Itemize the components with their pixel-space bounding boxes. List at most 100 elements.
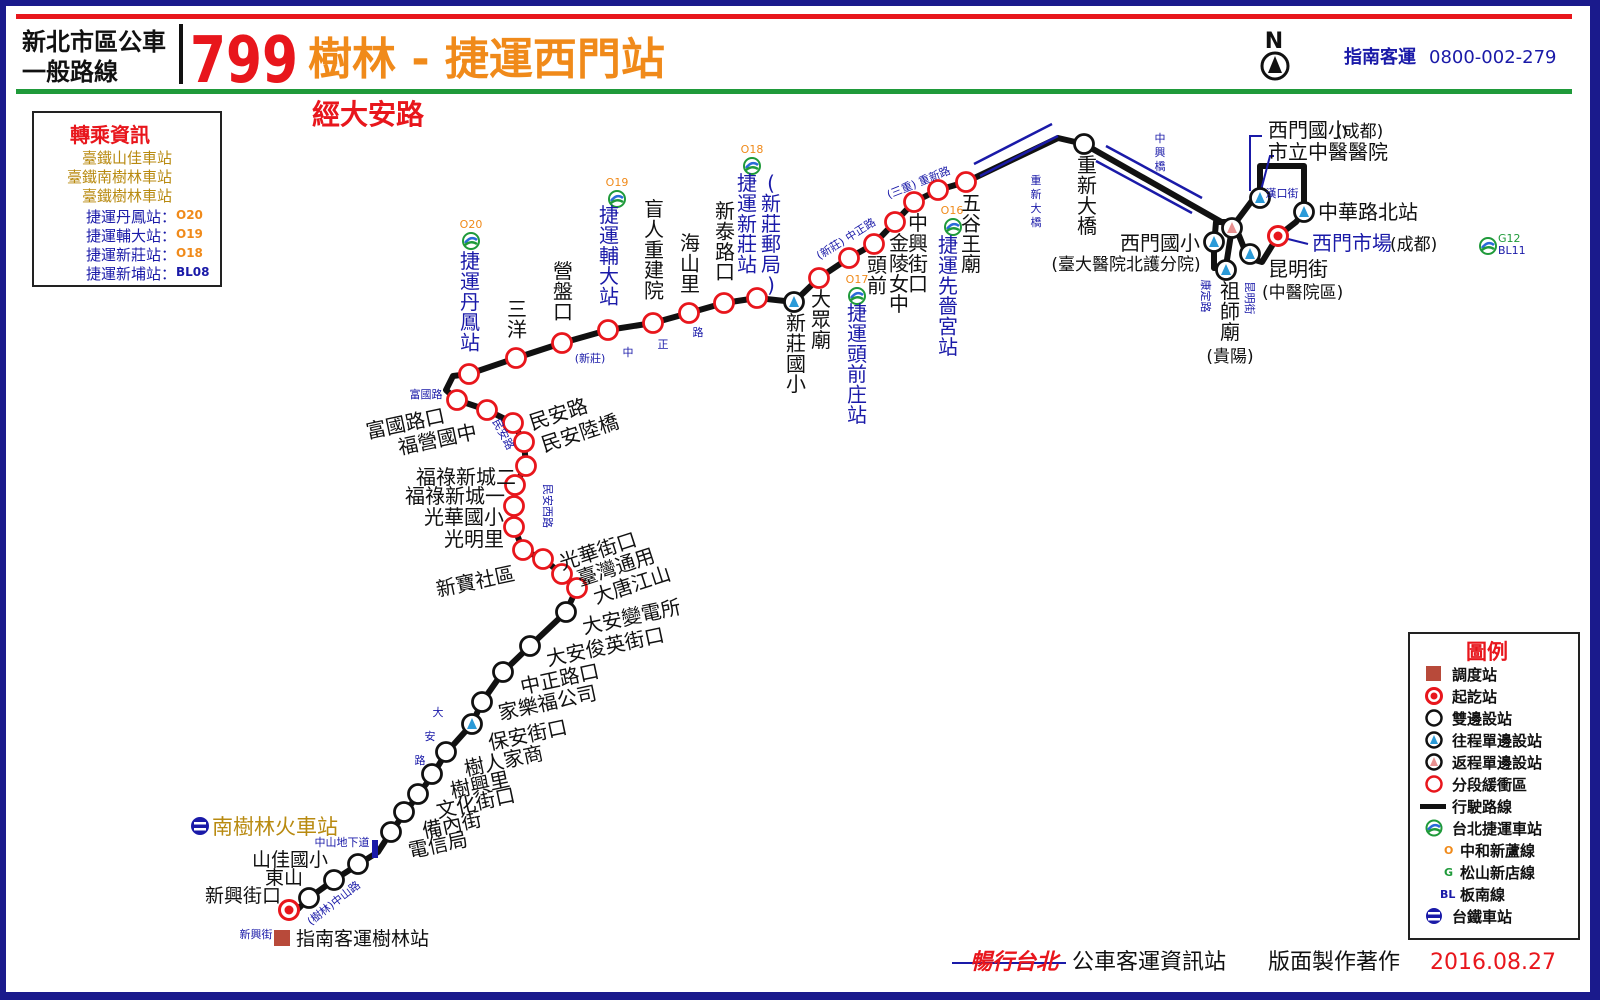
map-label-o17: O17 [846,273,869,286]
stop-touqian [863,233,885,255]
map-label-r16: 重 [1031,173,1042,187]
stop-fulu-2 [515,455,537,477]
map-label-s41: 五谷王廟 [961,191,981,276]
metro-station-icon [608,190,626,208]
stop-wugu-temple [955,171,977,193]
route-map: 新北市區公車 一般路線 799 樹林 - 捷運西門站 經大安路 N 指南客運 0… [16,14,1572,975]
footer-date: 2016.08.27 [1430,950,1556,975]
map-label-r06: 路 [415,754,426,767]
map-label-s44: 祖師廟 [1220,279,1240,344]
stop-minan-bridge [513,431,535,453]
map-label-r09: 富國路 [410,387,443,401]
footer-brand: 暢行台北 [970,949,1061,975]
metro-station-icon [1479,237,1497,255]
stop-daan-junying [519,635,541,657]
stop-hankou [1249,187,1271,209]
rail-station-name: 南樹林火車站 [212,815,338,839]
stop-daan-substation [555,601,577,623]
map-label-s45: 昆明街 [1268,257,1328,281]
metro-station-icon [743,157,761,175]
via-road: 經大安路 [312,98,425,131]
transfer-metro-2: 捷運輔大站： [85,227,176,245]
map-label-r12: 正 [658,338,669,351]
fare-zone-icon [1425,775,1443,793]
stop-yingpan [551,332,573,354]
map-label-r24: 康定路 [1199,280,1213,313]
transfer-metro-1: 捷運丹鳳站： [85,208,176,226]
stop-haishan [678,302,700,324]
map-label-s48: 市立中醫醫院 [1268,140,1388,164]
map-label-r19: 橋 [1031,215,1042,229]
map-label-s37: 頭前 [867,253,887,297]
stop-ximen-market [1267,225,1289,247]
stop-baoan-st [461,713,483,735]
route-name: 樹林 - 捷運西門站 [308,34,665,85]
map-label-o20: O20 [460,218,483,231]
map-frame: 新北市區公車 一般路線 799 樹林 - 捷運西門站 經大安路 N 指南客運 0… [6,6,1590,992]
outbound-stop-icon [1425,731,1443,749]
map-label-s03: 山佳國小 [252,849,328,871]
stop-circle-icon [1425,709,1443,727]
footer: 暢行台北 公車客運資訊站 版面製作著作 2016.08.27 [952,949,1556,975]
stop-minan-rd [502,412,524,434]
map-label-r21: 興 [1155,146,1166,159]
stop-sanyo [505,347,527,369]
map-label-s49: 西門國小 [1268,118,1348,142]
stop-terminal-shulin [278,899,300,921]
legend-title: 圖例 [1466,640,1508,664]
stop-shanjia-elementary [323,869,345,891]
stop-ximen-elementary [1203,231,1225,253]
depot-name: 指南客運樹林站 [296,928,429,950]
transfer-metro-3: 捷運新莊站： [85,246,176,264]
svg-text:N: N [1265,29,1283,54]
transfer-title: 轉乘資訊 [70,123,150,147]
stop-kunming-st [1239,243,1261,265]
legend-line-bl: BL 板南線 [1440,886,1506,904]
stop-zushi-temple [1215,259,1237,281]
map-label-s40: 捷運先嗇宮站 [938,233,958,359]
map-label-r10: (新莊) [575,351,606,365]
map-label-s19: 光華國小 [424,505,504,529]
map-label-g12: G12 [1498,232,1521,245]
transfer-metro-2-code: O19 [176,227,203,241]
stop-fuying [476,399,498,421]
metro-station-icon [462,232,480,250]
return-stop-icon [1425,753,1443,771]
stop-fuda [597,319,619,341]
map-label-r23: 漢口街 [1266,186,1299,200]
map-label-s33b: (新莊郵局) [761,171,781,297]
map-label-s28: 營盤口 [553,259,573,324]
operator-phone: 0800-002-279 [1429,47,1557,68]
map-label-r03: 中山地下道 [315,835,370,849]
stop-jinling [884,211,906,233]
transfer-metro-3-code: O18 [176,246,203,260]
stop-telecom-bureau [380,821,402,843]
map-label-s30: 盲人重建院 [644,197,664,303]
map-label-s17: 新寶社區 [434,561,517,601]
terminal-icon [1425,687,1443,705]
map-label-r05: 安 [425,729,436,743]
stop-zhongzheng-rd [492,661,514,683]
transfer-rail-3: 臺鐵樹林車站 [81,187,172,205]
stop-shuren [435,741,457,763]
stop-fulu-1 [504,474,526,496]
transfer-metro-4-code: BL08 [176,265,210,279]
stop-xinbao [512,539,534,561]
stop-guangming [503,516,525,538]
map-label-s43: 西門國小 [1120,231,1200,255]
map-label-s32: 新泰路口 [715,199,735,284]
map-label-s36: 捷運頭前庄站 [847,301,867,427]
map-label-s38: 金陵女中 [889,231,909,316]
map-label-bl11: BL11 [1498,244,1526,257]
map-label-o18: O18 [741,143,764,156]
stop-danfeng [458,363,480,385]
transfer-info-panel: 轉乘資訊 臺鐵山佳車站 臺鐵南樹林車站 臺鐵樹林車站 捷運丹鳳站： O20 捷運… [32,111,222,287]
stop-zhongxing-st [903,191,925,213]
category-line1: 新北市區公車 [22,28,166,56]
stop-dongshan [298,887,320,909]
stop-xintai-rd [713,292,735,314]
map-label-s47: 中華路北站 [1318,200,1418,224]
stop-guanghua-st [532,548,554,570]
stop-carrefour [471,691,493,713]
route-line-icon [1420,804,1446,809]
